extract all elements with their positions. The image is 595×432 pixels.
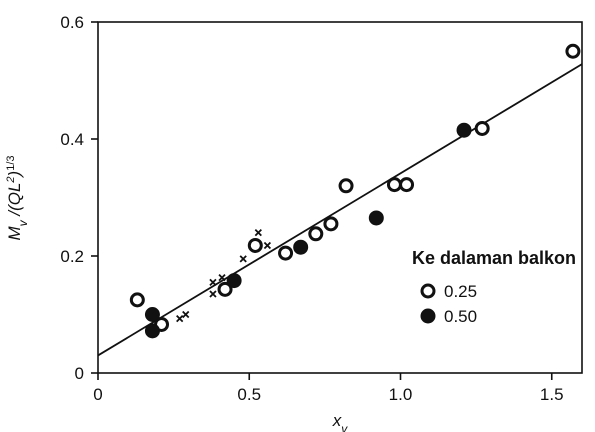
x-tick-label: 1.5 [540, 385, 564, 404]
cross-point [218, 274, 226, 282]
legend-open-circle-marker [420, 283, 436, 299]
legend: Ke dalaman balkon 0.25 0.50 [412, 248, 576, 326]
cross-point [176, 314, 184, 323]
cross-point [209, 290, 217, 298]
open-circle-point [217, 281, 233, 297]
cross-point [254, 228, 262, 237]
cross-point [263, 241, 272, 250]
plot-frame [97, 21, 583, 374]
x-tick-label: 1.0 [389, 385, 413, 404]
open-circle-point [399, 177, 415, 193]
axis-tick-labels: 0 0.5 1.0 1.5 0 0.2 0.4 0.6 [60, 13, 563, 404]
open-circle-point [386, 177, 402, 193]
x-tick-label: 0 [93, 385, 102, 404]
axis-ticks [91, 21, 553, 380]
open-circle-point [247, 237, 263, 253]
cross-point [239, 255, 247, 263]
open-circle-point [323, 216, 339, 232]
cross-point [182, 310, 190, 319]
data-markers [129, 43, 581, 339]
y-tick-label: 0.4 [60, 130, 84, 149]
legend-entry-025: 0.25 [444, 282, 477, 301]
x-tick-label: 0.5 [237, 385, 261, 404]
open-circle-point [308, 226, 324, 242]
cross-point [209, 278, 217, 286]
open-circle-point [338, 178, 354, 194]
y-axis-label: Mv /(QL2)1/3 [5, 155, 30, 240]
legend-entry-050: 0.50 [444, 307, 477, 326]
open-circle-point [565, 43, 581, 59]
open-circle-point [474, 120, 490, 136]
filled-circle-point [144, 307, 160, 322]
legend-title: Ke dalaman balkon [412, 248, 576, 268]
y-tick-label: 0 [75, 364, 84, 383]
filled-circle-point [226, 273, 242, 289]
open-circle-point [129, 292, 145, 308]
legend-filled-circle-marker [420, 308, 436, 324]
x-axis-label: xv [332, 411, 349, 432]
regression-line [97, 63, 583, 357]
y-tick-label: 0.6 [60, 13, 84, 32]
y-tick-label: 0.2 [60, 247, 84, 266]
filled-circle-point [293, 239, 309, 255]
filled-circle-point [456, 122, 472, 138]
filled-circle-point [368, 210, 384, 226]
filled-circle-point [144, 323, 160, 339]
open-circle-point [278, 245, 294, 261]
